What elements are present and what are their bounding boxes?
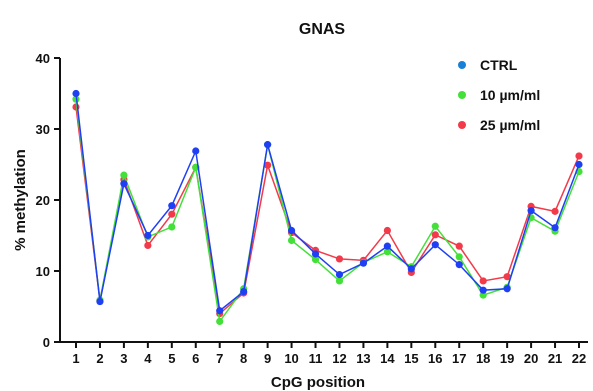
y-tick-label: 30 [36,122,50,137]
x-axis-label: CpG position [271,374,365,391]
data-point [383,248,391,256]
chart-title: GNAS [299,21,346,38]
x-tick-label: 19 [500,351,514,366]
data-point [335,255,344,263]
legend-marker [458,61,466,69]
data-point [335,277,344,285]
legend-marker [458,91,466,99]
x-tick-label: 18 [476,351,490,366]
data-point [311,250,320,258]
series-layer [72,89,583,326]
data-point [503,285,511,293]
x-tick-label: 14 [380,351,395,366]
data-point [431,241,439,249]
data-point [455,253,463,261]
x-tick-label: 6 [192,351,199,366]
data-point [72,89,80,98]
data-point [287,236,296,245]
data-point [192,147,200,155]
x-tick-label: 15 [404,351,418,366]
data-point [168,210,176,218]
x-tick-label: 4 [144,351,152,366]
data-point [383,226,391,235]
data-point [551,207,559,215]
y-tick-label: 0 [43,335,50,350]
legend: CTRL 10 µm/ml 25 µm/ml [458,57,540,133]
data-point [216,317,224,326]
x-tick-label: 2 [96,351,103,366]
data-point [503,273,511,281]
series-0 [72,89,583,315]
legend-label: CTRL [480,57,518,73]
x-ticks: 1 2 3 4 5 6 7 8 9 10 11 12 13 14 15 16 17 18 19 20 21 22 [72,342,586,366]
data-point [216,307,224,315]
x-tick-label: 8 [240,351,247,366]
data-point [551,224,559,232]
x-tick-label: 20 [524,351,538,366]
x-tick-label: 16 [428,351,442,366]
x-tick-label: 7 [216,351,223,366]
data-point [455,261,463,269]
x-tick-label: 17 [452,351,466,366]
x-tick-label: 5 [168,351,175,366]
y-tick-label: 40 [36,51,50,66]
x-tick-label: 9 [264,351,271,366]
x-tick-label: 21 [548,351,562,366]
data-point [264,141,272,149]
data-point [264,161,272,169]
data-point [168,202,176,210]
data-point [431,231,439,239]
data-point [479,291,487,299]
data-point [359,259,368,267]
data-point [575,160,583,169]
x-tick-label: 10 [284,351,298,366]
data-point [240,287,248,296]
data-point [144,231,152,240]
data-point [120,171,128,179]
x-tick-label: 1 [72,351,79,366]
data-point [575,152,583,160]
y-ticks: 0 10 20 30 40 [36,51,60,350]
data-point [479,277,487,285]
data-point [455,242,463,250]
data-point [168,223,176,231]
x-tick-label: 22 [572,351,586,366]
series-line [75,93,580,313]
data-point [479,286,487,294]
x-tick-label: 11 [309,351,323,366]
legend-label: 25 µm/ml [480,117,540,133]
data-point [287,226,296,235]
data-point [335,270,344,279]
data-point [144,241,152,250]
x-tick-label: 13 [356,351,370,366]
series-line [75,106,580,316]
data-point [407,265,415,273]
y-tick-label: 20 [36,193,50,208]
x-tick-label: 3 [120,351,127,366]
legend-marker [458,121,466,129]
legend-label: 10 µm/ml [480,87,540,103]
y-tick-label: 10 [36,264,50,279]
series-line [75,99,580,324]
data-point [120,180,128,188]
data-point [527,207,535,215]
data-point [431,222,439,230]
y-axis-label: % methylation [12,149,29,251]
data-point [96,297,104,306]
data-point [311,256,320,264]
x-tick-label: 12 [332,351,346,366]
data-point [383,242,391,250]
